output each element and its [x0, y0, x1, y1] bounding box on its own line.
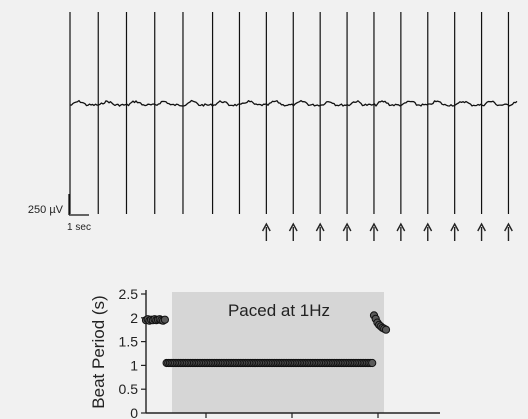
beat-period-scatter-panel: Paced at 1Hz 0 0.5 1 1.5 2 2.5 Beat Period (s…: [89, 286, 440, 419]
spike-group: [69, 12, 510, 214]
pacing-arrow: [315, 222, 325, 241]
y-tick-label: 1.5: [119, 334, 139, 350]
field-potential-trace-panel: 250 µV 1 sec: [28, 12, 518, 241]
pacing-arrow: [288, 222, 298, 241]
scale-bar: 250 µV 1 sec: [28, 194, 91, 233]
pacing-arrow-group: [261, 222, 513, 241]
data-point: [160, 315, 169, 324]
pacing-arrow: [477, 222, 486, 241]
y-tick-label: 1: [130, 357, 138, 373]
pacing-arrow: [261, 222, 271, 241]
pacing-arrow: [450, 222, 460, 241]
y-tick-label: 2.5: [119, 286, 139, 302]
data-point: [368, 358, 377, 368]
y-ticks: 0 0.5 1 1.5 2 2.5: [119, 286, 146, 419]
pacing-arrow: [423, 222, 433, 241]
y-tick-label: 0: [130, 405, 138, 419]
paced-region: [172, 292, 384, 413]
y-tick-label: 0.5: [119, 381, 139, 397]
pacing-arrow: [504, 222, 513, 241]
y-axis: 0 0.5 1 1.5 2 2.5 Beat Period (s): [89, 286, 147, 419]
pacing-arrow: [369, 222, 379, 241]
pacing-arrow: [342, 222, 352, 241]
pacing-arrow: [396, 222, 406, 241]
data-point: [381, 325, 391, 334]
y-axis-label: Beat Period (s): [89, 295, 108, 408]
beat-period-points: [141, 311, 391, 368]
scale-bar-time-label: 1 sec: [67, 222, 91, 233]
scale-bar-voltage-label: 250 µV: [28, 204, 64, 216]
paced-region-label: Paced at 1Hz: [228, 301, 330, 320]
y-tick-label: 2: [130, 310, 138, 326]
x-axis: [146, 412, 440, 418]
